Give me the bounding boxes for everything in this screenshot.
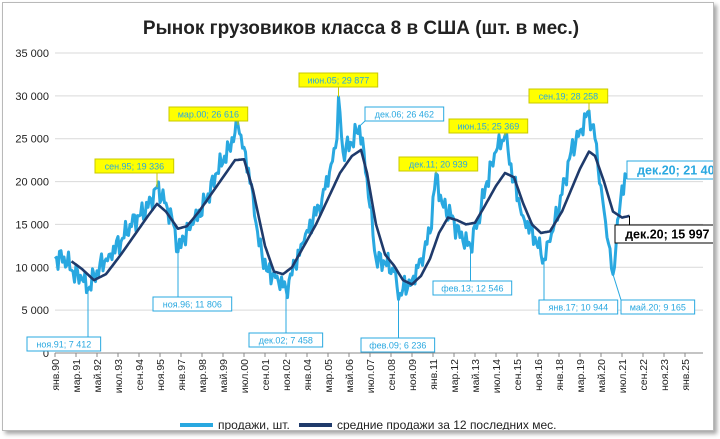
x-tick-label: май.92: [92, 359, 104, 393]
x-tick-label: июл.07: [365, 359, 377, 393]
x-tick-label: янв.04: [302, 359, 314, 391]
x-tick-label: ноя.95: [155, 359, 167, 391]
callout-label: сен.19; 28 258: [539, 92, 599, 102]
x-tick-label: сен.08: [386, 359, 398, 391]
x-tick-label: янв.18: [554, 359, 566, 391]
x-tick-label: ноя.23: [659, 359, 671, 391]
callout-box: [152, 296, 233, 312]
chart-svg: Рынок грузовиков класса 8 в США (шт. в м…: [15, 18, 713, 430]
callout-box: [432, 280, 513, 296]
callout-box: [614, 224, 713, 244]
callout-box: [248, 332, 324, 348]
callout-box: [26, 336, 102, 352]
y-tick-label: 5 000: [21, 305, 49, 317]
y-tick-label: 0: [43, 348, 49, 360]
x-tick-label: янв.11: [428, 359, 440, 390]
callout-box: [168, 106, 249, 122]
legend-label-avg: средние продажи за 12 последних мес.: [337, 418, 556, 430]
callout-label: июн.15; 25 369: [457, 122, 519, 132]
callout-label: мар.00; 26 616: [178, 110, 239, 120]
legend: продажи, шт. средние продажи за 12 после…: [180, 418, 556, 430]
callout-box: [448, 118, 529, 134]
x-tick-label: май.06: [344, 359, 356, 393]
x-tick-label: ноя.09: [407, 359, 419, 391]
x-tick-label: мар.19: [575, 359, 587, 393]
callout-box: [620, 299, 696, 315]
y-tick-label: 15 000: [15, 219, 49, 231]
x-tick-label: июл.00: [239, 359, 251, 393]
x-tick-label: мар.05: [323, 359, 335, 393]
y-tick-label: 20 000: [15, 177, 49, 189]
callout-box: [398, 156, 479, 172]
x-tick-label: июл.14: [491, 359, 503, 393]
callout-label: ноя.91; 7 412: [36, 340, 91, 350]
callout-box: [538, 299, 619, 315]
callout-label: июн.05; 29 877: [307, 76, 369, 86]
callout-label: дек.20; 21 402: [637, 164, 713, 178]
callout-label: сен.95; 19 336: [105, 162, 165, 172]
callout-leader: [359, 120, 366, 127]
callout-label: ноя.96; 11 806: [163, 300, 222, 310]
x-tick-label: май.99: [218, 359, 230, 393]
callout-label: фев.09; 6 236: [369, 341, 426, 351]
x-tick-label: янв.90: [50, 359, 62, 391]
x-tick-label: мар.98: [197, 359, 209, 393]
callout-label: дек.20; 15 997: [625, 228, 709, 242]
chart-frame: Рынок грузовиков класса 8 в США (шт. в м…: [2, 2, 714, 431]
x-tick-label: мар.12: [449, 359, 461, 393]
x-tick-label: сен.01: [260, 359, 272, 391]
y-tick-label: 35 000: [15, 48, 49, 60]
callout-box: [94, 158, 175, 174]
callout-box: [626, 160, 713, 180]
callout-box: [298, 72, 379, 88]
x-tick-label: янв.25: [680, 359, 692, 391]
callout-label: янв.17; 10 944: [549, 303, 609, 313]
callout-box: [528, 88, 609, 104]
x-tick-label: июл.93: [113, 359, 125, 393]
x-tick-label: май.13: [470, 359, 482, 393]
callout-label: дек.06; 26 462: [375, 110, 434, 120]
callout-label: дек.02; 7 458: [259, 336, 313, 346]
x-tick-label: мар.91: [71, 359, 83, 393]
callout-leader: [612, 274, 622, 301]
series-sales-line: [54, 95, 631, 301]
legend-label-sales: продажи, шт.: [218, 418, 290, 430]
y-tick-label: 25 000: [15, 134, 49, 146]
x-tick-label: июл.21: [617, 359, 629, 393]
y-tick-label: 30 000: [15, 91, 49, 103]
y-tick-label: 10 000: [15, 262, 49, 274]
x-tick-label: ноя.02: [281, 359, 293, 391]
x-tick-label: май.20: [596, 359, 608, 393]
callout-label: фев.13; 12 546: [441, 284, 503, 294]
series-avg-line: [70, 148, 630, 286]
callout-box: [364, 106, 445, 122]
callout-box: [360, 337, 436, 353]
x-tick-label: янв.97: [176, 359, 188, 391]
x-tick-label: ноя.16: [533, 359, 545, 391]
x-tick-label: сен.22: [638, 359, 650, 391]
x-tick-label: сен.94: [134, 359, 146, 391]
callout-label: май.20; 9 165: [630, 303, 686, 313]
x-tick-label: сен.15: [512, 359, 524, 391]
chart-title: Рынок грузовиков класса 8 в США (шт. в м…: [143, 18, 579, 39]
callout-label: дек.11; 20 939: [409, 160, 468, 170]
